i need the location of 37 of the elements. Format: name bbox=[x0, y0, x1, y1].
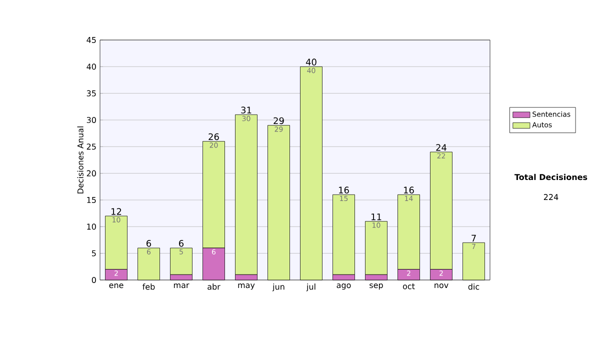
total-label: 16 bbox=[404, 186, 414, 194]
x-tick-label: may bbox=[238, 284, 255, 290]
total-label: 16 bbox=[339, 186, 349, 194]
y-tick-label: 30 bbox=[86, 116, 96, 124]
x-tick-label: oct bbox=[402, 284, 415, 290]
total-label: 6 bbox=[179, 240, 184, 247]
y-tick-label: 5 bbox=[92, 250, 96, 256]
x-tick-label: dic bbox=[468, 284, 480, 290]
y-tick-label: 20 bbox=[86, 170, 96, 176]
total-label: 40 bbox=[306, 58, 316, 66]
y-tick-label: 35 bbox=[86, 90, 96, 96]
total-label: 29 bbox=[274, 117, 284, 124]
x-tick-label: jul bbox=[306, 284, 316, 292]
x-tick-label: sep bbox=[370, 284, 383, 290]
y-tick-label: 40 bbox=[86, 64, 96, 70]
y-tick-label: 15 bbox=[87, 197, 96, 203]
x-tick-label: feb bbox=[142, 284, 155, 290]
x-tick-label: abr bbox=[208, 284, 220, 290]
total-label: 26 bbox=[208, 133, 219, 140]
total-label: 12 bbox=[112, 208, 122, 215]
x-tick-label: mar bbox=[174, 284, 190, 288]
y-axis-title: Decisiones Anual bbox=[77, 126, 84, 194]
total-label: 24 bbox=[436, 144, 446, 151]
y-tick-label: 0 bbox=[92, 276, 96, 284]
x-tick-label: ago bbox=[336, 284, 351, 290]
text: Total Decisiones bbox=[514, 174, 588, 180]
text: 224 bbox=[544, 194, 558, 200]
total-label: 31 bbox=[241, 106, 252, 114]
x-tick-label: jun bbox=[272, 284, 284, 292]
y-tick-label: 45 bbox=[86, 37, 96, 43]
total-label: 11 bbox=[372, 214, 382, 220]
x-tick-label: ene bbox=[109, 284, 124, 288]
x-tick-label: nov bbox=[434, 284, 448, 288]
total-label: 7 bbox=[472, 234, 476, 242]
total-label: 6 bbox=[146, 240, 152, 247]
y-tick-label: 25 bbox=[86, 144, 96, 150]
y-tick-label: 10 bbox=[87, 224, 96, 230]
